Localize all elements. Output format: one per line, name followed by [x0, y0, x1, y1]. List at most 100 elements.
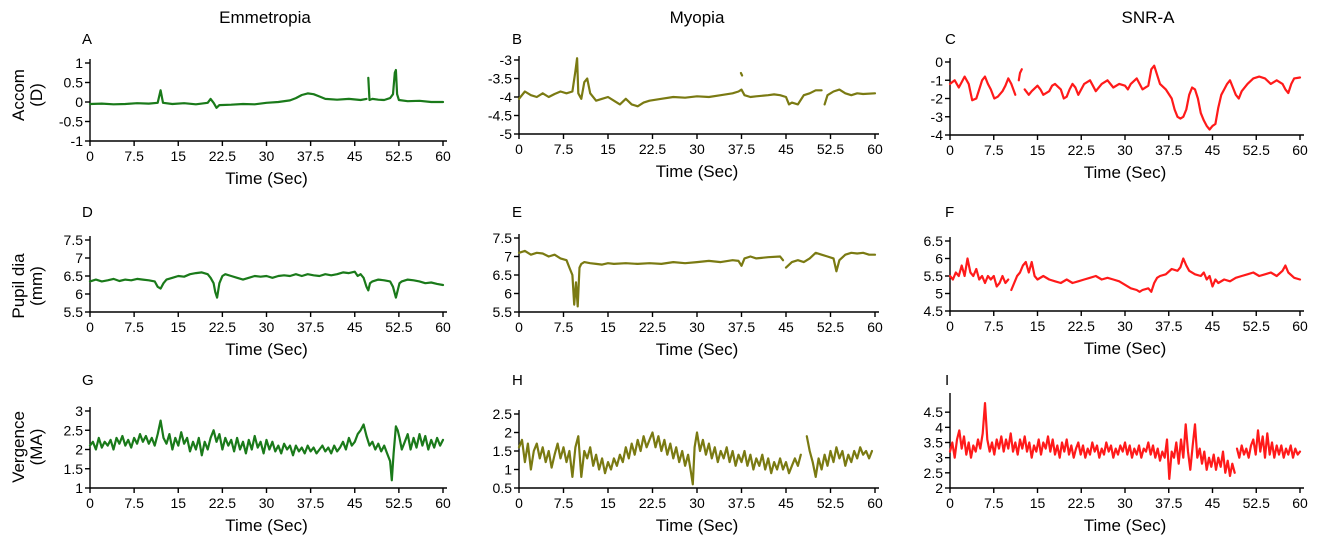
x-tick-label-a-0: 0 — [86, 148, 94, 164]
row-label-vergence-line1: Vergence — [9, 411, 28, 483]
y-tick-label-c-4: -4 — [931, 127, 944, 143]
x-tick-label-f-2: 15 — [1030, 318, 1046, 334]
x-tick-label-f-6: 45 — [1205, 318, 1221, 334]
y-tick-label-i-3: 3 — [935, 450, 943, 466]
x-tick-label-a-1: 7.5 — [124, 148, 144, 164]
x-tick-label-g-8: 60 — [435, 495, 451, 511]
x-tick-label-g-4: 30 — [259, 495, 275, 511]
y-tick-label-b-2: -4 — [500, 89, 513, 105]
x-tick-label-e-6: 45 — [778, 319, 794, 335]
trace-line-b-0-0 — [517, 57, 823, 108]
x-tick-label-b-1: 7.5 — [554, 141, 574, 157]
y-tick-label-f-3: 5 — [935, 286, 943, 302]
x-tick-label-h-6: 45 — [778, 495, 794, 511]
x-tick-label-g-6: 45 — [347, 495, 363, 511]
panel-d: D 7.5 7 6.5 6 5.50 7.5 15 22.5 30 37.5 45 52.5 60 Time… — [64, 204, 451, 359]
x-axis-label-g: Time (Sec) — [225, 516, 308, 535]
y-tick-label-a-1: 0.5 — [64, 75, 84, 91]
panel-f: F6.5 65.5 54.50 7.5 15 22.5 30 37.5 45 52.5 60 Time… — [924, 204, 1308, 358]
chart-panels: A10.50-0.5-10 7.5 15 22.5 30 37.5 45 52.5 60Time… — [59, 31, 1308, 535]
y-tick-label-g-4: 1 — [75, 480, 83, 496]
x-axis-label-b: Time (Sec) — [656, 162, 739, 181]
panel-h: H 2.5 2 1.5 1 0.50 7.5 15 22.5 30 37.5 45 52.5 60 Time… — [493, 372, 883, 535]
x-tick-label-i-0: 0 — [946, 495, 954, 511]
x-axis-label-h: Time (Sec) — [656, 516, 739, 535]
x-tick-label-a-7: 52.5 — [385, 148, 412, 164]
x-tick-label-h-5: 37.5 — [728, 495, 755, 511]
trace-line-b-0-2 — [823, 88, 877, 106]
y-tick-label-d-4: 5.5 — [64, 304, 84, 320]
x-tick-label-d-8: 60 — [435, 319, 451, 335]
x-tick-label-c-6: 45 — [1205, 142, 1221, 158]
panel-a: A10.50-0.5-10 7.5 15 22.5 30 37.5 45 52.5 60Time… — [59, 31, 451, 188]
y-tick-label-c-1: -1 — [931, 72, 944, 88]
x-tick-label-d-6: 45 — [347, 319, 363, 335]
x-tick-label-a-5: 37.5 — [297, 148, 324, 164]
x-tick-label-a-8: 60 — [435, 148, 451, 164]
x-tick-label-d-5: 37.5 — [297, 319, 324, 335]
y-tick-label-a-4: -1 — [71, 133, 84, 149]
trace-line-h-0-0 — [517, 431, 802, 486]
y-tick-label-f-1: 6 — [935, 251, 943, 267]
trace-line-a-0-1 — [367, 68, 445, 104]
trace-line-c-0-1 — [1017, 68, 1023, 82]
x-tick-label-c-0: 0 — [946, 142, 954, 158]
y-tick-label-e-0: 7.5 — [493, 230, 513, 246]
panel-i: I4.543.532.520 7.5 15 22.5 30 37.5 45 52.5 60 Tim… — [924, 372, 1308, 535]
x-axis-label-e: Time (Sec) — [656, 340, 739, 359]
x-tick-label-i-2: 15 — [1030, 495, 1046, 511]
x-tick-label-e-0: 0 — [515, 319, 523, 335]
panel-letter-h: H — [512, 372, 523, 389]
trace-line-e-0-0 — [517, 249, 785, 308]
x-tick-label-e-7: 52.5 — [817, 319, 844, 335]
x-tick-label-i-6: 45 — [1205, 495, 1221, 511]
column-title-emmetropia: Emmetropia — [219, 8, 311, 27]
y-tick-label-i-5: 2 — [935, 480, 943, 496]
trace-line-c-0-2 — [1023, 64, 1302, 131]
x-tick-label-e-4: 30 — [689, 319, 705, 335]
x-tick-label-i-3: 22.5 — [1068, 495, 1095, 511]
x-tick-label-i-7: 52.5 — [1243, 495, 1270, 511]
panel-letter-d: D — [82, 204, 93, 221]
trace-line-e-0-1 — [784, 251, 877, 273]
x-tick-label-h-1: 7.5 — [554, 495, 574, 511]
x-tick-label-e-5: 37.5 — [728, 319, 755, 335]
y-tick-label-h-3: 1 — [504, 462, 512, 478]
y-tick-label-i-2: 3.5 — [924, 435, 944, 451]
x-tick-label-d-7: 52.5 — [385, 319, 412, 335]
trace-line-i-0-0 — [948, 402, 1236, 480]
y-tick-label-h-1: 2 — [504, 425, 512, 441]
panel-letter-g: G — [82, 372, 94, 389]
x-tick-label-c-1: 7.5 — [984, 142, 1004, 158]
x-tick-label-f-8: 60 — [1292, 318, 1308, 334]
panel-letter-c: C — [945, 31, 956, 48]
x-tick-label-b-2: 15 — [600, 141, 616, 157]
x-axis-label-a: Time (Sec) — [225, 169, 308, 188]
panel-letter-b: B — [512, 31, 522, 48]
trace-line-h-0-1 — [805, 435, 874, 478]
x-tick-label-g-7: 52.5 — [385, 495, 412, 511]
y-tick-label-c-2: -2 — [931, 91, 944, 107]
x-tick-label-h-7: 52.5 — [817, 495, 844, 511]
x-tick-label-e-1: 7.5 — [554, 319, 574, 335]
y-tick-label-d-1: 7 — [75, 250, 83, 266]
x-tick-label-f-3: 22.5 — [1068, 318, 1095, 334]
x-tick-label-f-5: 37.5 — [1155, 318, 1182, 334]
y-tick-label-c-3: -3 — [931, 109, 944, 125]
x-tick-label-b-5: 37.5 — [728, 141, 755, 157]
y-tick-label-e-2: 6.5 — [493, 267, 513, 283]
row-label-pupil-line1: Pupil dia — [9, 253, 28, 319]
x-tick-label-e-8: 60 — [867, 319, 883, 335]
x-axis-label-d: Time (Sec) — [225, 340, 308, 359]
y-tick-label-d-3: 6 — [75, 286, 83, 302]
x-tick-label-c-4: 30 — [1117, 142, 1133, 158]
y-tick-label-a-2: 0 — [75, 94, 83, 110]
y-tick-label-f-0: 6.5 — [924, 233, 944, 249]
y-tick-label-d-0: 7.5 — [64, 232, 84, 248]
x-tick-label-h-4: 30 — [689, 495, 705, 511]
x-tick-label-b-6: 45 — [778, 141, 794, 157]
trace-line-b-0-1 — [739, 71, 744, 77]
x-tick-label-d-2: 15 — [170, 319, 186, 335]
